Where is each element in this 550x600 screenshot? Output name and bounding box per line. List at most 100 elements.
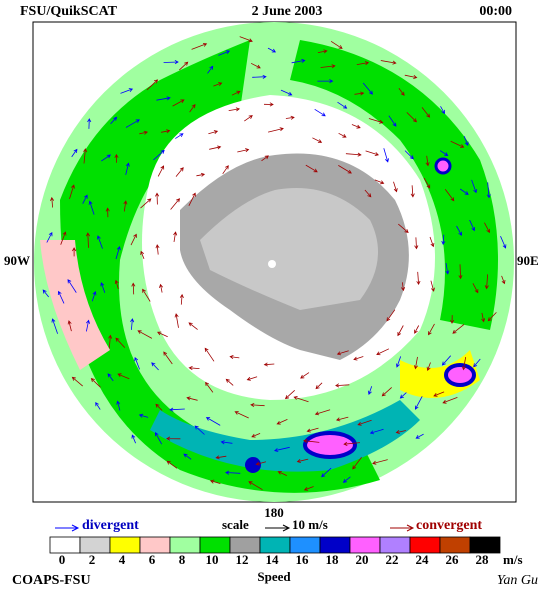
wind-vector [60, 231, 67, 245]
colorbar: 0 2 4 6 8 10 12 14 16 18 20 22 24 26 28 m/s [49, 536, 523, 567]
wind-vector [425, 155, 430, 167]
antarctica-interior [200, 188, 378, 310]
wind-vector [71, 148, 78, 158]
wind-vector [380, 60, 397, 65]
wind-vector [205, 381, 214, 393]
wind-vector [305, 164, 318, 173]
scale-value: 10 m/s [292, 517, 328, 532]
wind-vector [179, 293, 184, 305]
convergent-label: convergent [416, 518, 482, 533]
wind-vector [191, 43, 208, 50]
colorbar-tick-label: 24 [416, 552, 430, 567]
wind-vector [123, 200, 128, 212]
map [34, 22, 514, 502]
wind-vector [175, 133, 184, 139]
wind-vector [166, 460, 178, 469]
wind-vector [250, 403, 265, 408]
wind-vector [186, 396, 198, 401]
wind-vector [381, 387, 392, 397]
wind-vector [486, 182, 491, 199]
wind-vector [91, 291, 97, 302]
wind-vector [338, 132, 347, 138]
wind-vector [218, 50, 231, 56]
wind-vector [423, 177, 431, 189]
wind-vector [421, 107, 431, 118]
wind-vector [117, 373, 130, 380]
wind-vector [157, 165, 165, 177]
wind-vector [396, 356, 402, 368]
divergent-label: divergent [82, 518, 139, 533]
wind-vector [404, 150, 414, 160]
wind-vector [138, 413, 149, 418]
wind-vector [155, 192, 160, 205]
wind-vector [303, 486, 314, 491]
wind-vector [300, 372, 310, 379]
wind-vector [234, 411, 249, 419]
wind-vector [248, 481, 263, 491]
wind-vector [401, 282, 406, 292]
wind-vector [452, 324, 465, 334]
wind-vector [337, 101, 348, 109]
wind-zone [150, 400, 420, 472]
wind-vector [356, 61, 370, 66]
wind-vector [67, 279, 77, 293]
wind-vector [213, 82, 223, 87]
wind-vector [317, 79, 334, 84]
wind-vector [280, 89, 293, 96]
wind-vector [105, 207, 110, 218]
wind-vector [406, 112, 417, 123]
wind-vector [338, 165, 352, 174]
wind-vector [85, 232, 91, 248]
wind-vector [125, 162, 130, 175]
wind-vector [237, 148, 250, 153]
wind-vector [471, 179, 478, 194]
wind-vector [261, 155, 269, 162]
wind-vector [205, 417, 221, 426]
wind-vector [161, 129, 171, 134]
wind-vector [130, 318, 135, 330]
wind-vector [383, 148, 389, 163]
wind-vector [415, 433, 424, 439]
wind-vector [268, 127, 284, 133]
wind-vector [250, 62, 261, 69]
wind-vector [393, 181, 398, 193]
wind-vector [395, 430, 406, 434]
wind-vector [413, 356, 418, 370]
wind-vector [108, 334, 113, 349]
wind-vector [110, 116, 118, 125]
wind-vector [364, 189, 372, 198]
wind-vector [175, 167, 184, 177]
wind-vector [357, 419, 372, 426]
west-label: 90W [4, 253, 30, 268]
wind-vector [450, 140, 465, 148]
wind-vector [463, 136, 469, 146]
colorbar-tick-label: 4 [119, 552, 126, 567]
wind-vector [414, 237, 419, 250]
colorbar-swatch [259, 536, 291, 554]
high-wind [303, 431, 357, 459]
wind-vector [120, 88, 134, 94]
wind-vector [50, 196, 55, 208]
wind-vector [263, 362, 275, 367]
wind-vector [137, 330, 153, 339]
wind-vector [88, 200, 95, 215]
colorbar-tick-label: 0 [59, 552, 66, 567]
colorbar-tick-label: 14 [266, 552, 280, 567]
convergent-arrow-head [406, 524, 415, 532]
wind-vector [155, 403, 163, 411]
wind-vector [404, 74, 418, 79]
wind-vector [114, 279, 119, 290]
wind-vector [125, 119, 140, 128]
colorbar-swatch [199, 536, 231, 554]
wind-vector [51, 318, 58, 334]
colorbar-tick-label: 28 [476, 552, 490, 567]
colorbar-swatch [229, 536, 261, 554]
wind-vector [314, 409, 331, 416]
wind-vector [246, 376, 258, 381]
colorbar-tick-label: 26 [446, 552, 460, 567]
wind-vector [285, 115, 295, 120]
wind-vector [208, 130, 219, 135]
wind-vector [69, 184, 75, 200]
wind-vector [441, 234, 446, 246]
